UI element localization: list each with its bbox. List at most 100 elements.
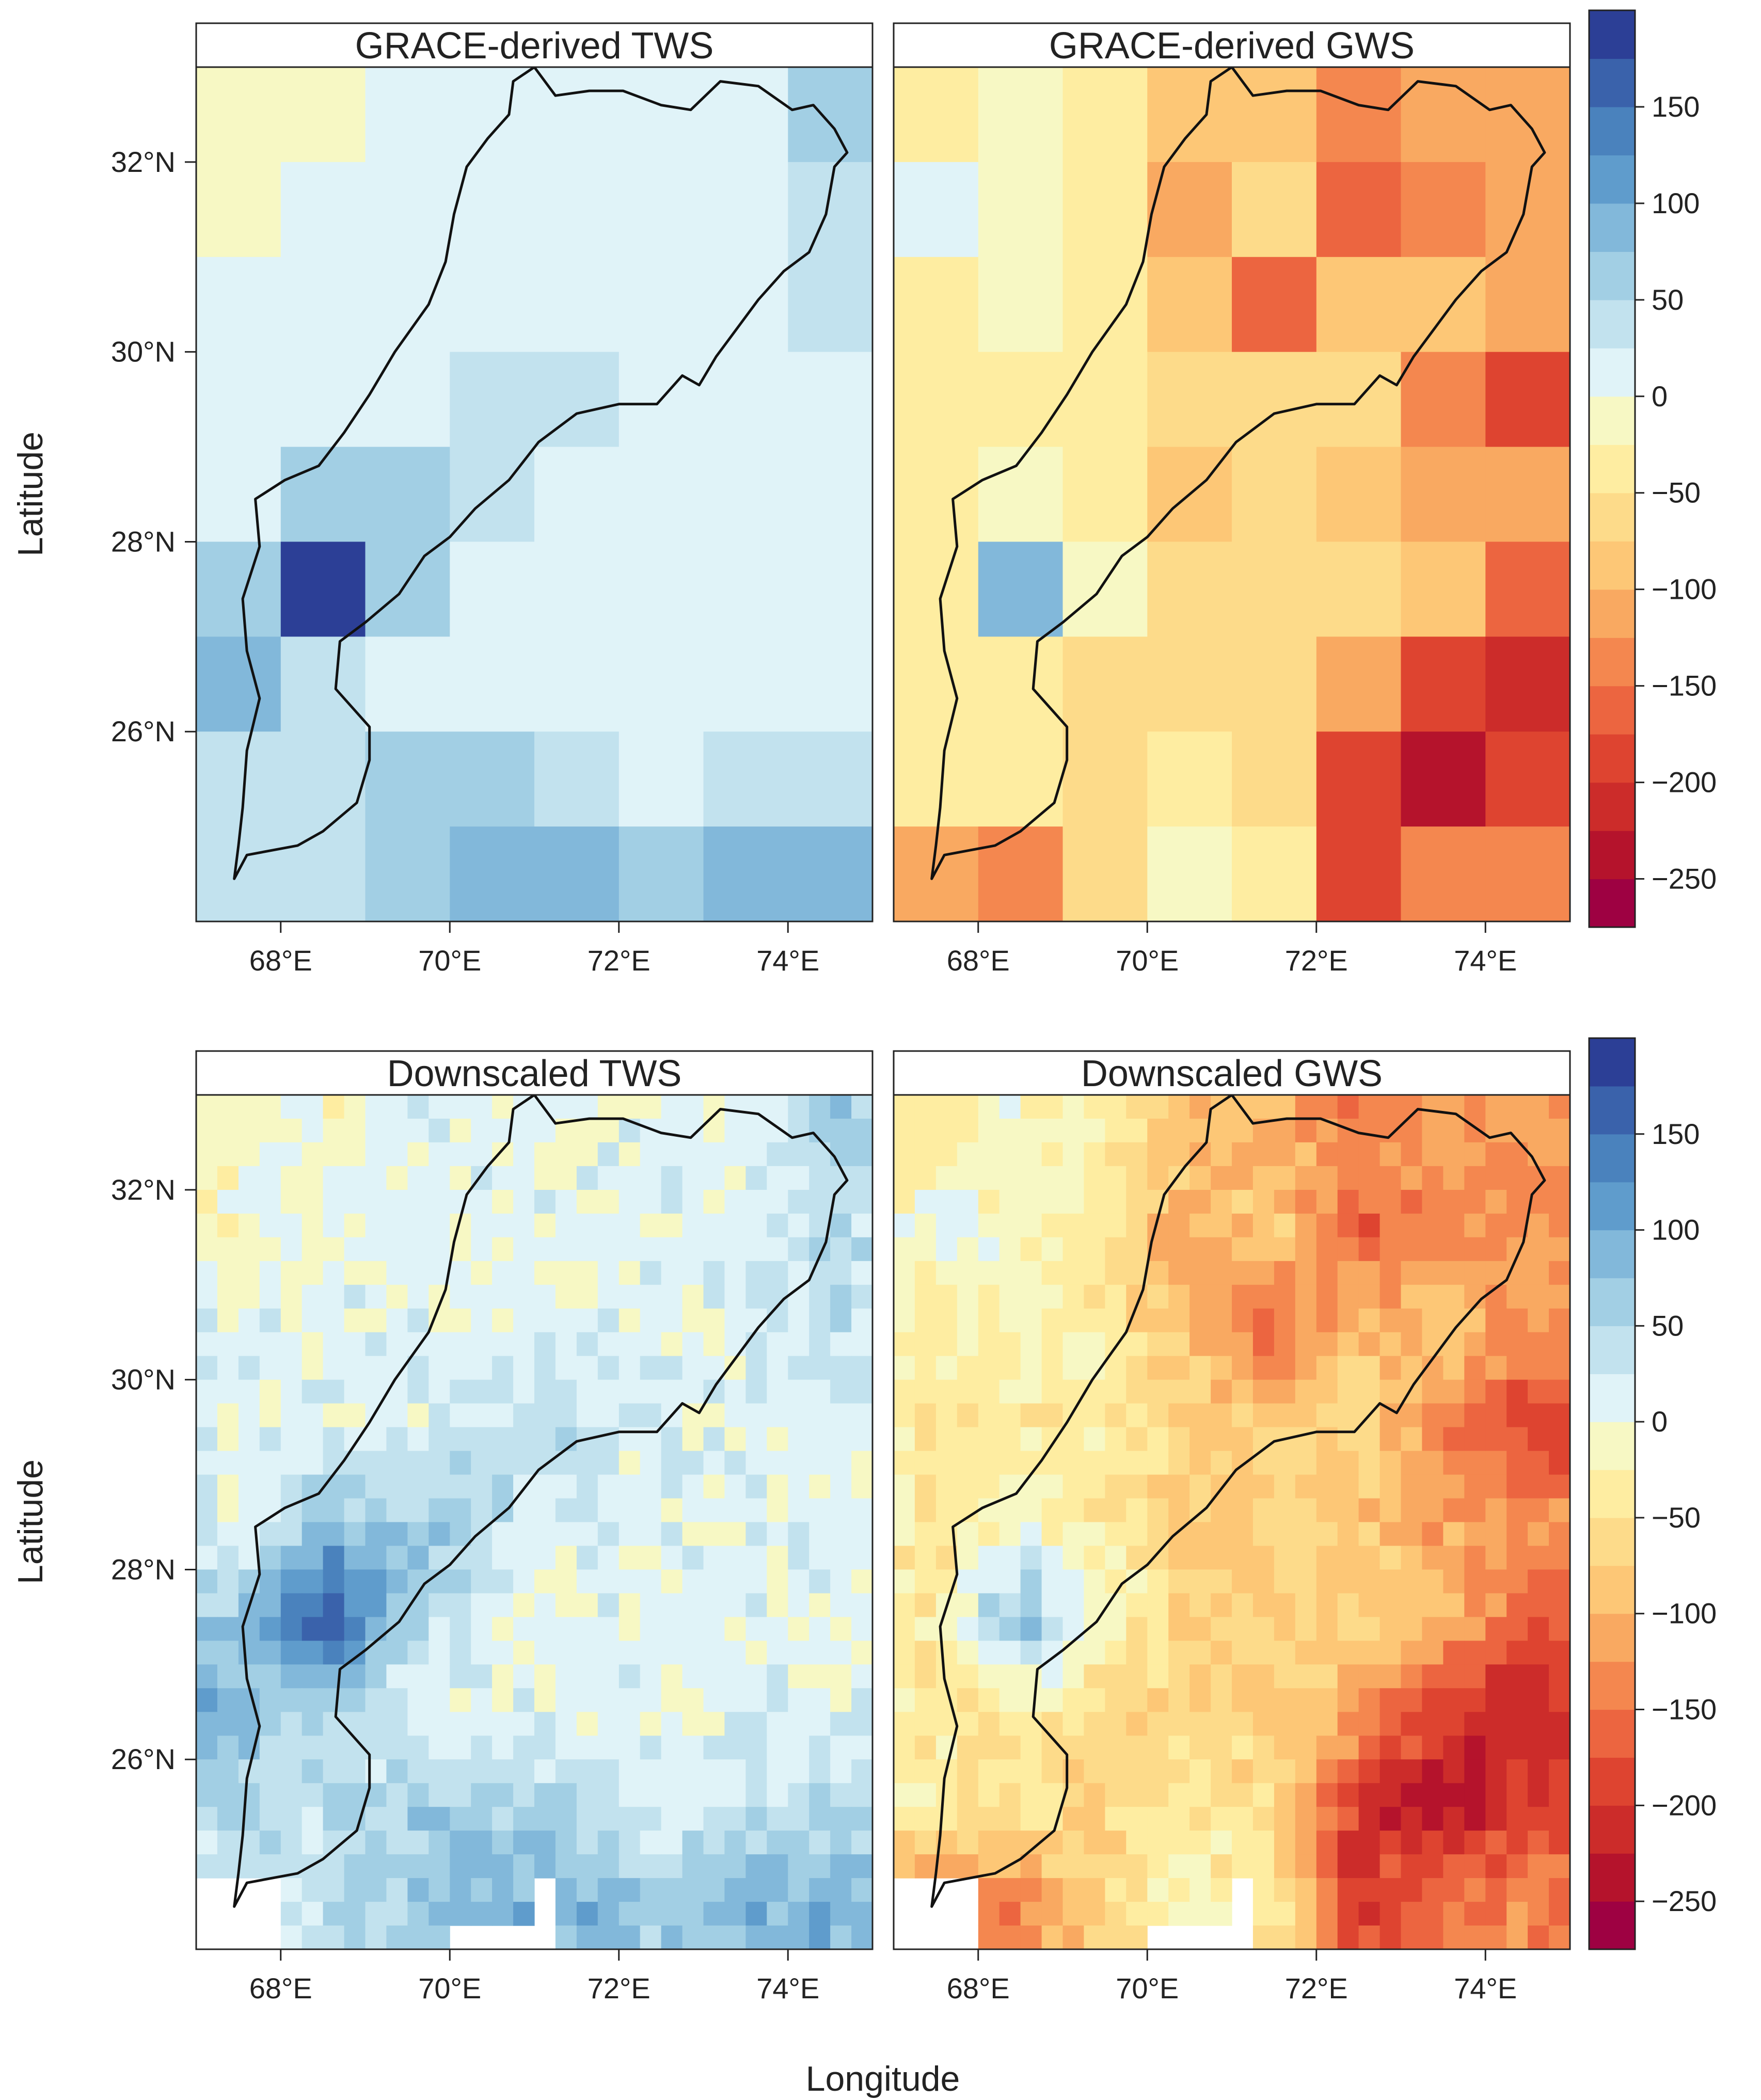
heatmap-cell	[640, 1332, 662, 1357]
heatmap-cell	[1337, 1379, 1359, 1404]
heatmap-cell	[1464, 1546, 1486, 1570]
heatmap-cell	[217, 1427, 239, 1452]
heatmap-cell	[407, 1284, 429, 1309]
heatmap-cell	[280, 1783, 303, 1807]
heatmap-cell	[745, 1142, 767, 1167]
heatmap-cell	[809, 1569, 831, 1594]
heatmap-cell	[957, 1379, 979, 1404]
heatmap-cell	[450, 1427, 471, 1452]
heatmap-cell	[323, 1119, 345, 1143]
heatmap-cell	[1105, 1783, 1127, 1807]
heatmap-cell	[1084, 1664, 1105, 1689]
heatmap-cell	[1041, 1831, 1064, 1855]
heatmap-cell	[1232, 1332, 1254, 1357]
heatmap-cell	[323, 1427, 345, 1452]
heatmap-cell	[851, 1284, 872, 1309]
heatmap-cell	[618, 1261, 641, 1285]
heatmap-cell	[302, 1213, 324, 1238]
heatmap-cell	[429, 1119, 450, 1143]
colorbar-label: −250	[1652, 1885, 1717, 1917]
heatmap-cell	[576, 1783, 598, 1807]
heatmap-cell	[935, 1427, 958, 1452]
heatmap-cell	[513, 1213, 535, 1238]
heatmap-cell	[1041, 1926, 1064, 1949]
heatmap-cell	[830, 1284, 852, 1309]
heatmap-cell	[788, 1926, 810, 1949]
heatmap-cell	[682, 1712, 704, 1736]
heatmap-cell	[1168, 1427, 1190, 1452]
heatmap-cell	[851, 1451, 872, 1475]
heatmap-cell	[894, 1688, 915, 1712]
heatmap-cell	[999, 1926, 1021, 1949]
heatmap-cell	[1041, 1759, 1064, 1784]
colorbar-label: −250	[1652, 863, 1717, 895]
x-tick-label: 72°E	[1285, 944, 1348, 977]
heatmap-cell	[492, 1807, 514, 1831]
heatmap-cell	[1549, 1189, 1570, 1214]
heatmap-cell	[196, 1807, 218, 1831]
heatmap-cell	[682, 1664, 704, 1689]
heatmap-cell	[429, 1783, 450, 1807]
heatmap-cell	[1041, 1878, 1064, 1902]
heatmap-cell	[1168, 1142, 1190, 1167]
heatmap-cell	[830, 1807, 852, 1831]
heatmap-cell	[745, 1166, 767, 1190]
colorbar-swatch	[1589, 1661, 1635, 1710]
heatmap-cell	[1506, 1902, 1528, 1926]
heatmap-cell	[1126, 1403, 1148, 1428]
heatmap-cell	[682, 1759, 704, 1784]
heatmap-cell	[1422, 1569, 1443, 1594]
heatmap-cell	[830, 1688, 852, 1712]
heatmap-cell	[1549, 1213, 1570, 1238]
heatmap-cell	[513, 1854, 535, 1879]
heatmap-cell	[724, 1854, 746, 1879]
heatmap-cell	[386, 1926, 408, 1949]
heatmap-cell	[1316, 1308, 1338, 1333]
heatmap-cell	[640, 1878, 662, 1902]
heatmap-cell	[957, 1166, 979, 1190]
heatmap-cell	[555, 1807, 577, 1831]
heatmap-cell	[302, 1379, 324, 1404]
heatmap-cell	[914, 1379, 937, 1404]
heatmap-cell	[1211, 1237, 1232, 1262]
heatmap-cell	[640, 1356, 662, 1380]
heatmap-cell	[703, 1213, 725, 1238]
heatmap-cell	[809, 1308, 831, 1333]
heatmap-cell	[280, 1641, 303, 1665]
heatmap-cell	[640, 1379, 662, 1404]
heatmap-cell	[1189, 1474, 1211, 1499]
heatmap-cell	[788, 1237, 810, 1262]
heatmap-cell	[661, 1213, 683, 1238]
heatmap-cell	[1147, 731, 1232, 827]
heatmap-cell	[999, 1783, 1021, 1807]
heatmap-cell	[914, 1356, 937, 1380]
heatmap-cell	[513, 1546, 535, 1570]
heatmap-cell	[745, 1119, 767, 1143]
heatmap-cell	[1443, 1379, 1465, 1404]
heatmap-cell	[788, 1878, 810, 1902]
colorbar-swatch	[1589, 1134, 1635, 1183]
heatmap-cell	[745, 1854, 767, 1879]
heatmap-cell	[323, 1261, 345, 1285]
heatmap-cell	[661, 1807, 683, 1831]
heatmap-cell	[640, 1498, 662, 1523]
heatmap-cell	[1401, 542, 1486, 637]
heatmap-cell	[1252, 1522, 1275, 1547]
heatmap-cell	[323, 1189, 345, 1214]
heatmap-cell	[1295, 1878, 1317, 1902]
heatmap-cell	[661, 1142, 683, 1167]
heatmap-cell	[682, 1379, 704, 1404]
heatmap-cell	[851, 1308, 872, 1333]
heatmap-cell	[344, 1569, 366, 1594]
heatmap-cell	[1379, 1617, 1402, 1641]
heatmap-cell	[1168, 1403, 1190, 1428]
heatmap-cell	[1295, 1712, 1317, 1736]
heatmap-cell	[894, 352, 979, 448]
heatmap-cell	[1528, 1569, 1549, 1594]
heatmap-cell	[1528, 1522, 1549, 1547]
heatmap-cell	[1274, 1902, 1296, 1926]
heatmap-cell	[429, 1166, 450, 1190]
heatmap-cell	[1041, 1569, 1064, 1594]
heatmap-cell	[492, 1569, 514, 1594]
heatmap-cell	[1211, 1569, 1232, 1594]
